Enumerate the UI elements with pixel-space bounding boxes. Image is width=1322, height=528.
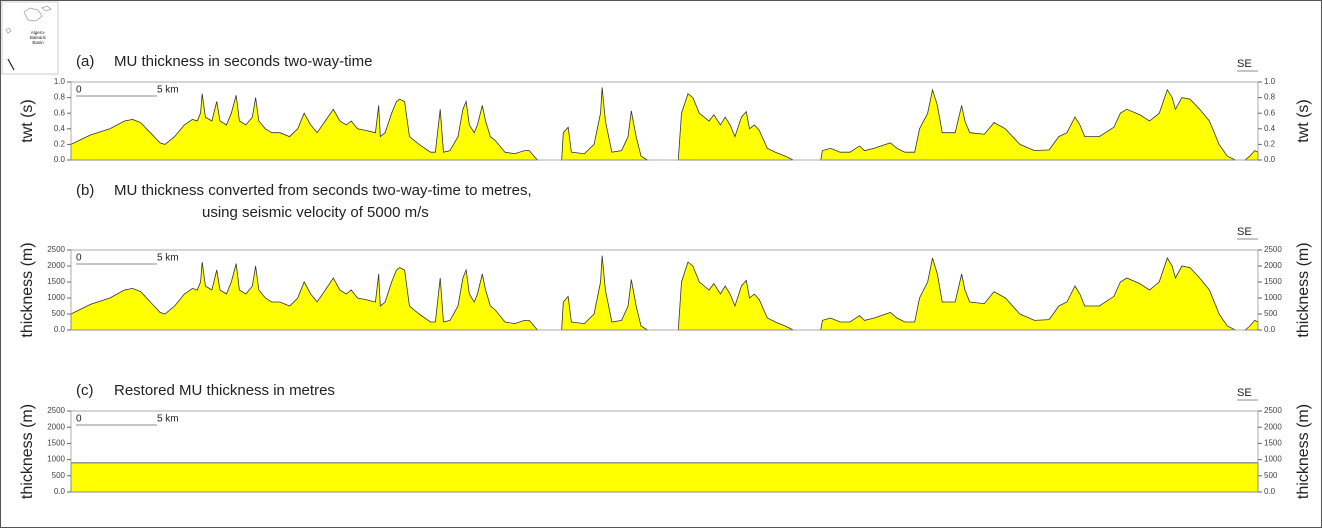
plot-frame [70,249,1259,331]
scale-label: 0 [76,85,82,96]
section-line [7,58,15,71]
y-tick-label: 0.4 [54,124,66,133]
y-tick-label: 0.0 [54,487,66,496]
y2-axis-label: thickness (m) [1295,242,1312,337]
plot-frame [70,81,1259,161]
panel-label: (a) [76,53,94,70]
inset-coast [5,5,52,34]
inset-label: Algero- [31,30,46,35]
y2-tick-label: 2500 [1264,406,1282,415]
y2-tick-label: 1.0 [1264,77,1276,86]
y-tick-label: 0.8 [54,93,66,102]
scale-label: 5 km [157,85,179,96]
y2-tick-label: 1500 [1264,439,1282,448]
inset-label: Balearic [30,35,47,40]
y2-tick-label: 0.6 [1264,108,1276,117]
y2-tick-label: 0.0 [1264,487,1276,496]
thickness-area [70,462,1259,493]
y-tick-label: 0.2 [54,140,66,149]
thickness-area [70,87,1259,161]
scale-label: 5 km [157,414,179,425]
y-axis-label: thickness (m) [19,242,36,337]
y-tick-label: 2000 [47,261,65,270]
y-tick-label: 0.0 [54,155,66,164]
direction-label: SE [1237,226,1252,238]
panel-label: (c) [76,382,94,399]
y-tick-label: 2500 [47,245,65,254]
inset-label: Basin [32,40,44,45]
scale-label: 0 [76,253,82,264]
y-tick-label: 1500 [47,277,65,286]
y-tick-label: 2500 [47,406,65,415]
panel-title: MU thickness converted from seconds two-… [114,182,532,199]
scale-label: 5 km [157,253,179,264]
thickness-area [70,255,1259,331]
y-tick-label: 1000 [47,455,65,464]
y2-tick-label: 500 [1264,309,1278,318]
y-tick-label: 1.0 [54,77,66,86]
y2-tick-label: 1000 [1264,455,1282,464]
direction-label: SE [1237,58,1252,70]
y2-tick-label: 2000 [1264,422,1282,431]
y2-tick-label: 2500 [1264,245,1282,254]
y2-tick-label: 0.4 [1264,124,1276,133]
y-tick-label: 0.6 [54,108,66,117]
y-tick-label: 500 [52,309,66,318]
y2-axis-label: thickness (m) [1295,404,1312,499]
plot-frame [70,410,1259,493]
y-axis-label: thickness (m) [19,404,36,499]
scale-label: 0 [76,414,82,425]
y2-tick-label: 1500 [1264,277,1282,286]
panel-subtitle: using seismic velocity of 5000 m/s [202,204,429,221]
y-tick-label: 500 [52,471,66,480]
panel-title: Restored MU thickness in metres [114,382,335,399]
inset-map: Algero- Balearic Basin [1,1,59,75]
inset-frame [1,1,59,75]
panel-title: MU thickness in seconds two-way-time [114,53,372,70]
direction-label: SE [1237,387,1252,399]
y2-tick-label: 500 [1264,471,1278,480]
y-tick-label: 0.0 [54,325,66,334]
y2-tick-label: 2000 [1264,261,1282,270]
y2-tick-label: 0.8 [1264,93,1276,102]
y2-tick-label: 1000 [1264,293,1282,302]
y2-tick-label: 0.0 [1264,325,1276,334]
y-axis-label: twt (s) [19,99,36,143]
y2-tick-label: 0.0 [1264,155,1276,164]
y-tick-label: 1500 [47,439,65,448]
y2-axis-label: twt (s) [1295,99,1312,143]
y-tick-label: 1000 [47,293,65,302]
y-tick-label: 2000 [47,422,65,431]
panel-label: (b) [76,182,94,199]
y2-tick-label: 0.2 [1264,140,1276,149]
